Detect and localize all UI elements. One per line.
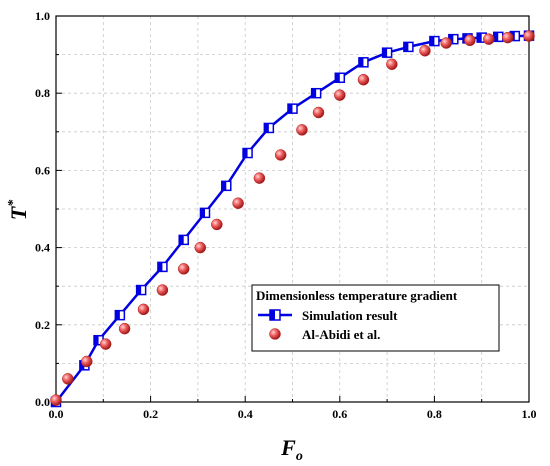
marker-fill — [157, 262, 163, 272]
legend: Dimensionless temperature gradient Simul… — [251, 284, 500, 352]
marker-fill — [477, 33, 482, 43]
data-point-simulation — [493, 31, 504, 43]
marker-fill — [221, 181, 227, 191]
data-point-simulation — [114, 309, 126, 321]
marker-fill — [94, 335, 99, 345]
marker-fill — [136, 285, 142, 295]
data-point-simulation — [334, 72, 346, 84]
marker-fill — [448, 34, 454, 44]
marker-fill — [311, 88, 317, 98]
data-point-al-abidi — [357, 73, 370, 86]
data-point-simulation — [221, 180, 232, 192]
x-tick-label: 0.6 — [332, 407, 347, 421]
marker-fill — [200, 208, 205, 218]
data-point-al-abidi — [483, 33, 495, 45]
data-point-al-abidi — [232, 197, 244, 209]
x-tick-label: 1.0 — [522, 407, 537, 421]
data-point-simulation — [381, 47, 393, 58]
x-tick-label: 0.2 — [143, 407, 158, 421]
axis-ticks: 0.0 0.2 0.4 0.6 0.8 1.0 0.0 0.2 0.4 0.6 0.8 1.0 — [35, 9, 537, 421]
x-tick-label: 0.8 — [427, 407, 442, 421]
data-point-al-abidi — [50, 394, 62, 406]
data-point-simulation — [178, 234, 189, 246]
x-axis-label: Fo — [280, 435, 303, 464]
y-tick-label: 0.6 — [35, 163, 50, 177]
data-point-al-abidi — [118, 322, 131, 335]
data-point-simulation — [358, 57, 369, 68]
legend-label-simulation: Simulation result — [302, 308, 398, 323]
legend-title: Dimensionless temperature gradient — [256, 288, 458, 303]
data-point-al-abidi — [296, 124, 308, 136]
marker-fill — [429, 36, 435, 46]
data-point-simulation — [135, 284, 147, 296]
y-tick-label: 0.8 — [35, 86, 50, 100]
data-point-al-abidi — [253, 172, 266, 184]
data-point-al-abidi — [419, 44, 431, 57]
y-tick-label: 1.0 — [35, 9, 50, 23]
data-point-simulation — [263, 122, 275, 134]
marker-fill — [358, 57, 364, 67]
marker-fill — [335, 73, 340, 83]
data-point-simulation — [199, 207, 211, 219]
data-point-al-abidi — [274, 149, 287, 161]
data-point-al-abidi — [501, 31, 514, 44]
legend-box — [251, 284, 500, 352]
legend-label-al-abidi: Al-Abidi et al. — [302, 327, 380, 342]
data-point-simulation — [157, 261, 168, 273]
data-point-al-abidi — [137, 303, 150, 316]
marker-fill — [264, 123, 269, 133]
series — [50, 30, 535, 408]
data-point-simulation — [403, 41, 414, 53]
marker-fill — [115, 310, 120, 320]
data-point-al-abidi — [211, 218, 223, 231]
data-point-simulation — [310, 87, 322, 99]
y-tick-label: 0.0 — [35, 395, 50, 409]
data-point-simulation — [287, 103, 298, 114]
marker-fill — [382, 48, 388, 58]
legend-marker-al-abidi — [269, 328, 281, 340]
grid — [56, 16, 529, 402]
marker-fill — [493, 32, 499, 42]
data-point-al-abidi — [80, 355, 93, 368]
legend-marker-simulation — [269, 309, 281, 321]
x-tick-label: 0.0 — [49, 407, 64, 421]
data-point-al-abidi — [99, 338, 112, 350]
data-point-al-abidi — [312, 106, 325, 119]
y-tick-label: 0.4 — [35, 241, 50, 255]
marker-fill — [243, 148, 248, 158]
data-point-al-abidi — [156, 284, 169, 296]
marker-fill — [288, 104, 293, 114]
y-tick-label: 0.2 — [35, 318, 50, 332]
y-axis-label: T* — [6, 199, 31, 220]
marker-fill — [403, 42, 409, 52]
data-point-al-abidi — [440, 37, 452, 49]
data-point-al-abidi — [62, 373, 74, 385]
data-point-simulation — [429, 35, 440, 47]
marker-fill — [79, 360, 85, 370]
data-point-al-abidi — [334, 89, 346, 101]
data-point-al-abidi — [177, 263, 190, 275]
data-point-simulation — [242, 147, 253, 159]
data-point-al-abidi — [194, 241, 207, 254]
marker-fill — [179, 235, 184, 245]
x-tick-label: 0.4 — [238, 407, 253, 421]
data-point-al-abidi — [523, 30, 535, 42]
data-point-al-abidi — [386, 58, 398, 70]
data-point-al-abidi — [464, 34, 476, 47]
